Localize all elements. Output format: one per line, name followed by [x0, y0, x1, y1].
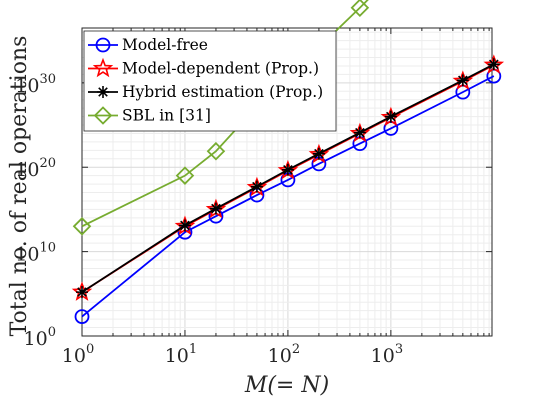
- data-point: [175, 166, 195, 185]
- data-point: [74, 309, 90, 324]
- legend-label: SBL in [31]: [122, 107, 211, 125]
- series-line: [81, 75, 495, 318]
- series-asterisk: [76, 58, 500, 299]
- data-point: [206, 141, 226, 161]
- data-point: [384, 110, 397, 123]
- x-tick-label: 101: [165, 342, 197, 367]
- data-point: [350, 0, 370, 18]
- y-tick-label: 1010: [15, 241, 56, 266]
- legend-marker: [97, 86, 109, 98]
- legend-marker: [95, 37, 111, 53]
- legend-marker: [92, 57, 114, 78]
- data-point: [456, 74, 469, 87]
- legend-item: Model-free: [88, 36, 208, 54]
- data-point: [76, 286, 88, 299]
- data-point: [250, 180, 263, 193]
- data-point: [353, 126, 366, 139]
- y-tick-label: 100: [24, 325, 56, 350]
- data-point: [72, 217, 92, 236]
- legend-label: Model-dependent (Prop.): [122, 60, 319, 78]
- plot-area: [81, 27, 493, 337]
- legend-item: Model-dependent (Prop.): [88, 57, 319, 78]
- data-point: [312, 147, 325, 160]
- legend-marker: [93, 106, 113, 125]
- legend-item: SBL in [31]: [88, 106, 211, 125]
- data-point: [281, 163, 294, 176]
- legend: Model-free Model-dependent (Prop.) Hybrid …: [83, 30, 337, 132]
- series-line: [81, 63, 495, 293]
- x-tick-label: 102: [268, 342, 300, 367]
- y-tick-label: 1030: [15, 72, 56, 97]
- legend-label: Hybrid estimation (Prop.): [122, 83, 323, 101]
- x-tick-label: 100: [62, 342, 94, 367]
- data-point: [487, 58, 500, 71]
- x-tick-labels: 100 101 102 103: [62, 342, 403, 367]
- legend-item: Hybrid estimation (Prop.): [88, 83, 323, 101]
- legend-label: Model-free: [122, 36, 208, 54]
- data-point: [209, 202, 222, 215]
- data-point: [178, 219, 191, 232]
- x-axis-label: M(= N): [244, 373, 329, 398]
- legend-box: [83, 30, 337, 132]
- x-tick-label: 103: [371, 342, 403, 367]
- y-tick-labels: 100 1010 1020 1030: [15, 72, 56, 350]
- y-axis-label: Total no. of real operations: [7, 36, 32, 337]
- y-tick-label: 1020: [15, 156, 56, 181]
